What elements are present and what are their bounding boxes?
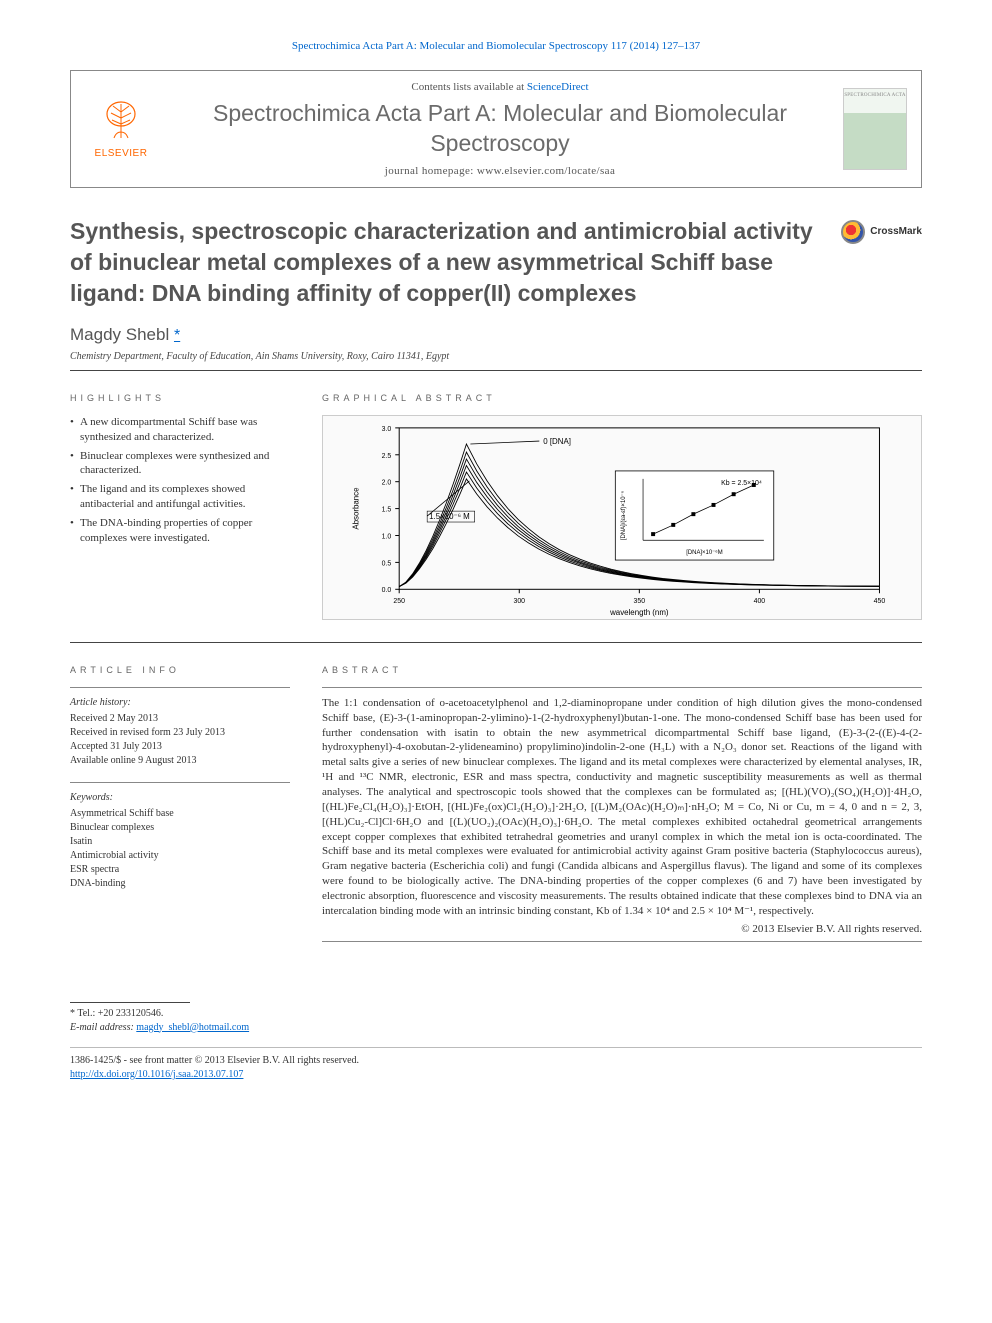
svg-text:Absorbance: Absorbance xyxy=(352,487,361,530)
keywords-heading: Keywords: xyxy=(70,791,290,805)
keyword-line: Antimicrobial activity xyxy=(70,849,290,863)
history-line: Received in revised form 23 July 2013 xyxy=(70,726,290,740)
crossmark-label: CrossMark xyxy=(870,225,922,239)
history-line: Received 2 May 2013 xyxy=(70,712,290,726)
journal-cover-thumbnail xyxy=(843,88,907,170)
footnote-separator xyxy=(70,1002,190,1003)
keyword-line: DNA-binding xyxy=(70,877,290,891)
article-info-column: ARTICLE INFO Article history: Received 2… xyxy=(70,665,290,942)
graphical-abstract-chart: 0.0 0.5 1.0 1.5 2.0 2.5 3.0 250 300 350 400 450 wave… xyxy=(322,415,922,620)
svg-text:wavelength (nm): wavelength (nm) xyxy=(609,608,669,617)
svg-text:2.0: 2.0 xyxy=(382,480,392,487)
svg-text:1.5×10⁻⁶ M: 1.5×10⁻⁶ M xyxy=(429,512,470,521)
highlight-item: The ligand and its complexes showed anti… xyxy=(70,482,290,512)
divider xyxy=(322,941,922,942)
abstract-label: ABSTRACT xyxy=(322,665,922,675)
absorbance-chart-svg: 0.0 0.5 1.0 1.5 2.0 2.5 3.0 250 300 350 400 450 wave… xyxy=(323,416,921,619)
svg-text:350: 350 xyxy=(634,598,646,605)
svg-text:0 [DNA]: 0 [DNA] xyxy=(543,437,571,446)
divider xyxy=(322,687,922,688)
history-line: Accepted 31 July 2013 xyxy=(70,740,290,754)
svg-text:0.5: 0.5 xyxy=(382,560,392,567)
article-info-block: Article history: Received 2 May 2013Rece… xyxy=(70,696,290,891)
contents-prefix: Contents lists available at xyxy=(411,81,526,93)
divider xyxy=(70,687,290,688)
journal-center-block: Contents lists available at ScienceDirec… xyxy=(157,81,843,177)
author-corresponding-link[interactable]: * xyxy=(174,327,180,344)
divider xyxy=(70,642,922,643)
svg-text:[DNA]/(εa-εf)×10⁻⁶: [DNA]/(εa-εf)×10⁻⁶ xyxy=(620,490,627,540)
info-abstract-row: ARTICLE INFO Article history: Received 2… xyxy=(70,665,922,942)
author-name: Magdy Shebl * xyxy=(70,325,922,345)
elsevier-label: ELSEVIER xyxy=(85,148,157,159)
highlights-column: HIGHLIGHTS A new dicompartmental Schiff … xyxy=(70,393,290,620)
footnote-tel: * Tel.: +20 233120546. xyxy=(70,1007,922,1021)
svg-text:Kb = 2.5×10⁴: Kb = 2.5×10⁴ xyxy=(721,480,762,487)
keyword-lines: Asymmetrical Schiff baseBinuclear comple… xyxy=(70,807,290,891)
doi-link[interactable]: http://dx.doi.org/10.1016/j.saa.2013.07.… xyxy=(70,1069,243,1080)
crossmark-icon xyxy=(841,220,865,244)
svg-text:300: 300 xyxy=(513,598,525,605)
highlights-row: HIGHLIGHTS A new dicompartmental Schiff … xyxy=(70,393,922,620)
email-link[interactable]: magdy_shebl@hotmail.com xyxy=(136,1022,249,1033)
footnote-email-line: E-mail address: magdy_shebl@hotmail.com xyxy=(70,1021,922,1035)
article-info-label: ARTICLE INFO xyxy=(70,665,290,675)
keyword-line: Isatin xyxy=(70,835,290,849)
citation-header: Spectrochimica Acta Part A: Molecular an… xyxy=(70,40,922,52)
contents-available-line: Contents lists available at ScienceDirec… xyxy=(169,81,831,93)
journal-homepage-line: journal homepage: www.elsevier.com/locat… xyxy=(169,165,831,177)
keyword-line: Asymmetrical Schiff base xyxy=(70,807,290,821)
svg-text:1.0: 1.0 xyxy=(382,533,392,540)
email-label: E-mail address: xyxy=(70,1022,136,1033)
svg-text:0.0: 0.0 xyxy=(382,587,392,594)
title-text: Synthesis, spectroscopic characterizatio… xyxy=(70,218,813,306)
author-text: Magdy Shebl xyxy=(70,325,169,344)
copyright-notice: 1386-1425/$ - see front matter © 2013 El… xyxy=(70,1054,922,1068)
highlight-item: Binuclear complexes were synthesized and… xyxy=(70,449,290,479)
sciencedirect-link[interactable]: ScienceDirect xyxy=(527,81,589,93)
svg-text:[DNA]×10⁻⁶M: [DNA]×10⁻⁶M xyxy=(686,549,722,556)
abstract-text: The 1:1 condensation of o-acetoacetylphe… xyxy=(322,696,922,919)
history-heading: Article history: xyxy=(70,696,290,710)
footer-bar: 1386-1425/$ - see front matter © 2013 El… xyxy=(70,1047,922,1082)
journal-header-box: ELSEVIER Contents lists available at Sci… xyxy=(70,70,922,188)
corresponding-footnote: * Tel.: +20 233120546. E-mail address: m… xyxy=(70,1007,922,1035)
graphical-abstract-label: GRAPHICAL ABSTRACT xyxy=(322,393,922,403)
elsevier-tree-icon xyxy=(98,98,144,144)
journal-name: Spectrochimica Acta Part A: Molecular an… xyxy=(169,99,831,159)
author-affiliation: Chemistry Department, Faculty of Educati… xyxy=(70,351,922,362)
svg-text:250: 250 xyxy=(393,598,405,605)
keyword-line: Binuclear complexes xyxy=(70,821,290,835)
highlights-list: A new dicompartmental Schiff base was sy… xyxy=(70,415,290,546)
svg-text:450: 450 xyxy=(874,598,886,605)
svg-text:400: 400 xyxy=(754,598,766,605)
graphical-abstract-column: GRAPHICAL ABSTRACT 0.0 0.5 1.0 1.5 2.0 2.5 3.0… xyxy=(322,393,922,620)
svg-text:3.0: 3.0 xyxy=(382,426,392,433)
history-line: Available online 9 August 2013 xyxy=(70,754,290,768)
highlights-label: HIGHLIGHTS xyxy=(70,393,290,403)
divider xyxy=(70,782,290,783)
article-history-group: Article history: Received 2 May 2013Rece… xyxy=(70,696,290,768)
keyword-line: ESR spectra xyxy=(70,863,290,877)
crossmark-badge[interactable]: CrossMark xyxy=(841,220,922,244)
abstract-column: ABSTRACT The 1:1 condensation of o-aceto… xyxy=(322,665,922,942)
highlight-item: The DNA-binding properties of copper com… xyxy=(70,516,290,546)
article-title: Synthesis, spectroscopic characterizatio… xyxy=(70,216,922,309)
keywords-group: Keywords: Asymmetrical Schiff baseBinucl… xyxy=(70,791,290,891)
highlight-item: A new dicompartmental Schiff base was sy… xyxy=(70,415,290,445)
homepage-prefix: journal homepage: xyxy=(385,165,477,177)
elsevier-logo: ELSEVIER xyxy=(85,98,157,159)
divider xyxy=(70,370,922,371)
svg-text:2.5: 2.5 xyxy=(382,453,392,460)
abstract-copyright: © 2013 Elsevier B.V. All rights reserved… xyxy=(322,923,922,935)
homepage-url: www.elsevier.com/locate/saa xyxy=(477,165,615,177)
history-lines: Received 2 May 2013Received in revised f… xyxy=(70,712,290,768)
svg-text:1.5: 1.5 xyxy=(382,506,392,513)
